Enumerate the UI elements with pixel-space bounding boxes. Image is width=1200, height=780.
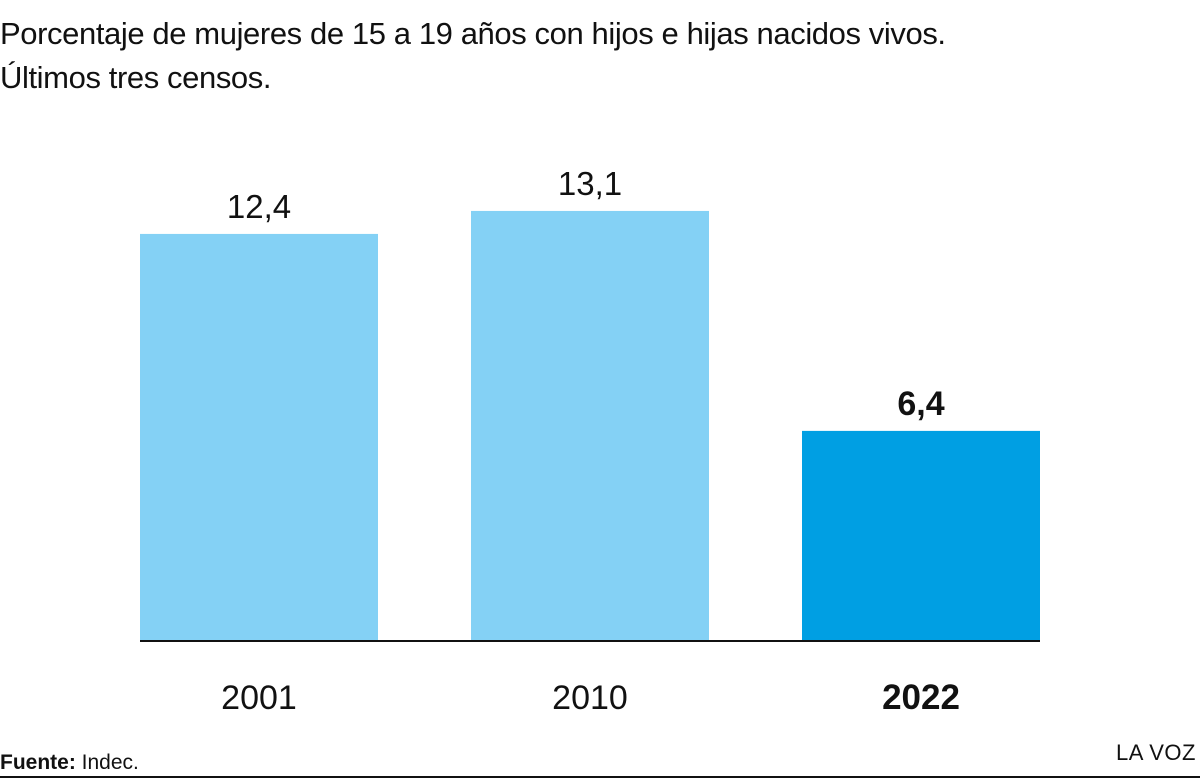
footer-divider [0, 776, 1200, 778]
chart-title-line-1: Porcentaje de mujeres de 15 a 19 años co… [0, 16, 946, 51]
x-tick-label-2022: 2022 [882, 678, 960, 717]
brand-logo-text: LA VOZ [1115, 740, 1196, 765]
chart-title-line-2: Últimos tres censos. [0, 60, 272, 95]
source-label: Fuente: [0, 751, 76, 774]
value-label-2022: 6,4 [897, 385, 944, 423]
bar-2022 [802, 430, 1040, 641]
bar-2001 [140, 233, 378, 641]
chart-title: Porcentaje de mujeres de 15 a 19 años co… [0, 12, 1190, 100]
value-label-2010: 13,1 [558, 165, 622, 202]
bar-2010 [471, 210, 709, 641]
source-value: Indec. [75, 751, 139, 774]
value-label-2001: 12,4 [227, 188, 291, 225]
bar-chart: 12,4 2001 13,1 2010 6,4 2022 [140, 165, 1040, 717]
x-tick-label-2010: 2010 [552, 679, 628, 717]
source-note: Fuente: Indec. [0, 750, 139, 776]
x-tick-label-2001: 2001 [221, 679, 297, 717]
